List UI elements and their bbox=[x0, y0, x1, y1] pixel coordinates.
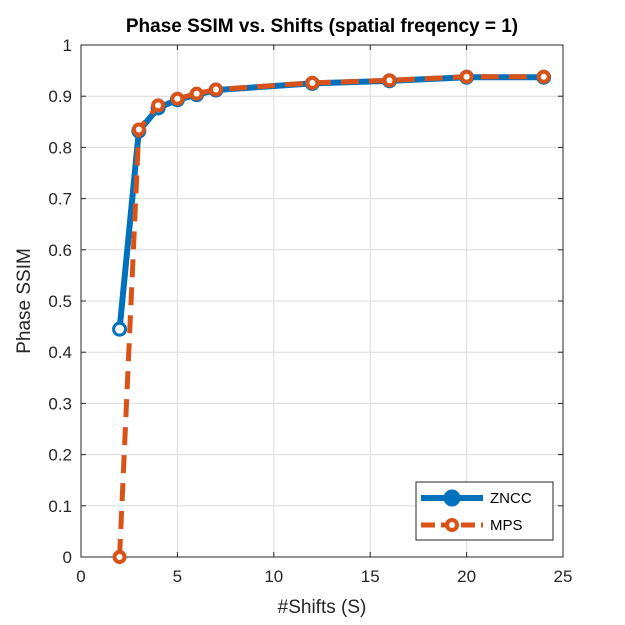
series-line-mps bbox=[117, 74, 544, 558]
legend-marker-mps bbox=[445, 518, 459, 532]
x-tick-label: 10 bbox=[264, 567, 283, 586]
x-tick-label: 5 bbox=[173, 567, 182, 586]
legend-label-mps: MPS bbox=[490, 517, 523, 534]
y-tick-label: 0.3 bbox=[48, 394, 72, 413]
legend: ZNCC MPS bbox=[415, 481, 554, 541]
x-tick-label: 25 bbox=[554, 567, 573, 586]
data-point-zncc bbox=[112, 321, 128, 337]
legend-label-zncc: ZNCC bbox=[490, 490, 532, 507]
y-tick-label: 0.7 bbox=[48, 190, 72, 209]
y-tick-label: 0.5 bbox=[48, 292, 72, 311]
y-tick-label: 0.2 bbox=[48, 446, 72, 465]
x-tick-label: 15 bbox=[361, 567, 380, 586]
x-axis-label: #Shifts (S) bbox=[278, 597, 367, 618]
y-tick-label: 0.9 bbox=[48, 87, 72, 106]
data-point-mps bbox=[151, 98, 166, 113]
x-tick-label: 0 bbox=[76, 567, 85, 586]
legend-box bbox=[415, 481, 554, 541]
x-tick-label: 20 bbox=[457, 567, 476, 586]
series-line-zncc bbox=[116, 74, 544, 330]
y-tick-label: 0.8 bbox=[48, 138, 72, 157]
data-point-mps bbox=[131, 122, 146, 137]
data-point-mps bbox=[382, 73, 397, 88]
y-axis-label: Phase SSIM bbox=[14, 248, 35, 354]
data-point-mps bbox=[305, 75, 320, 90]
chart-title: Phase SSIM vs. Shifts (spatial freqency … bbox=[126, 16, 518, 37]
legend-marker-zncc bbox=[443, 489, 461, 507]
y-tick-label: 0.6 bbox=[48, 241, 72, 260]
y-tick-label: 0.4 bbox=[48, 343, 72, 362]
data-point-mps bbox=[208, 82, 223, 97]
data-point-mps bbox=[536, 69, 551, 84]
y-tick-label: 1 bbox=[63, 36, 72, 55]
data-point-mps bbox=[112, 550, 127, 564]
grid bbox=[80, 44, 564, 558]
series-lines bbox=[112, 69, 552, 564]
y-tick-label: 0 bbox=[63, 548, 72, 567]
axis-ticks: 0 5 10 15 20 25 0 0.1 0.2 0.3 0.4 0.5 0.6 0.7 0.8 0.9 1 bbox=[48, 36, 572, 586]
data-point-mps bbox=[459, 69, 474, 84]
data-point-mps bbox=[170, 91, 185, 106]
data-point-mps bbox=[189, 86, 204, 101]
y-tick-label: 0.1 bbox=[48, 497, 72, 516]
